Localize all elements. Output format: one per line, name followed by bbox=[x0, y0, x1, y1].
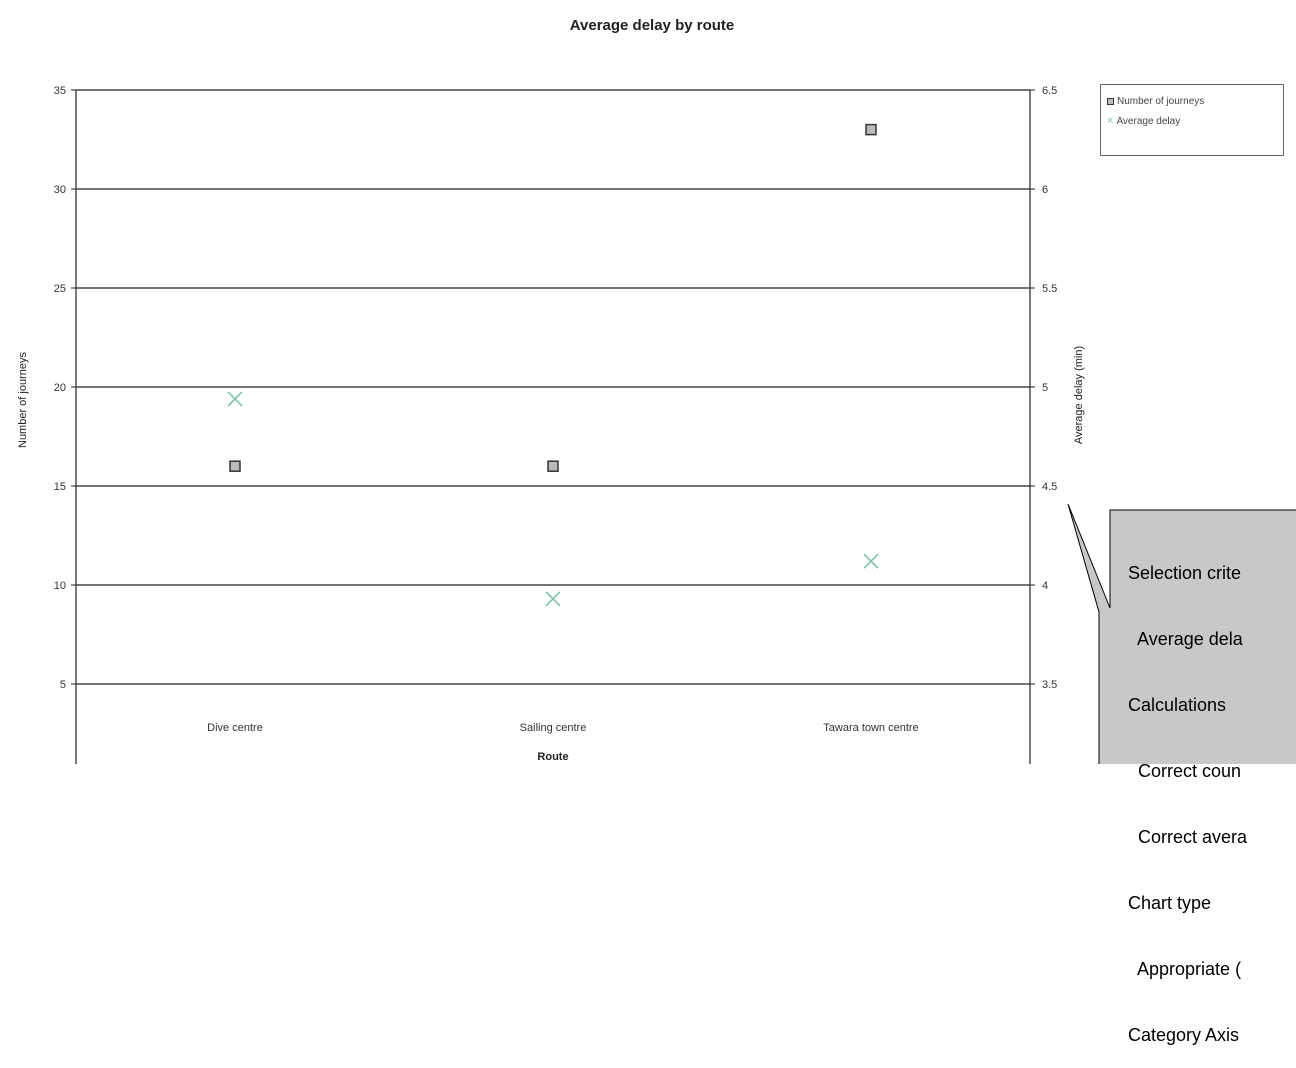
callout-text: Selection crite Average dela Calculation… bbox=[1128, 518, 1247, 1068]
callout-line: Correct coun bbox=[1128, 761, 1242, 781]
left-tick-label: 35 bbox=[54, 85, 66, 97]
left-axis-ticks: 05101520253035 bbox=[54, 85, 76, 691]
delay-point bbox=[863, 553, 879, 569]
callout-line: Average dela bbox=[1128, 629, 1243, 649]
legend: Number of journeys × Average delay bbox=[1100, 84, 1284, 156]
square-marker-icon bbox=[1107, 97, 1114, 105]
chart-title: Average delay by route bbox=[570, 17, 735, 34]
left-tick-label: 20 bbox=[54, 382, 66, 394]
right-tick-label: 6 bbox=[1042, 184, 1048, 196]
left-tick-label: 30 bbox=[54, 184, 66, 196]
x-tick-label: Dive centre bbox=[207, 722, 263, 734]
callout-line: Selection crite bbox=[1128, 563, 1242, 583]
delay-point bbox=[545, 591, 561, 607]
right-tick-label: 6.5 bbox=[1042, 85, 1057, 97]
journeys-point bbox=[547, 460, 559, 472]
chart-area: Average delay by route 05101520253035 33… bbox=[17, 17, 1296, 764]
delay-point-stroke bbox=[545, 591, 561, 607]
left-tick-label: 10 bbox=[54, 580, 66, 592]
callout-line: Chart type bbox=[1128, 893, 1212, 913]
callout-line: Calculations bbox=[1128, 695, 1227, 715]
legend-label: Number of journeys bbox=[1117, 95, 1205, 107]
callout-box bbox=[1067, 503, 1296, 764]
callout-line: Appropriate ( bbox=[1128, 959, 1242, 979]
delay-point-stroke bbox=[227, 391, 243, 407]
right-tick-label: 4 bbox=[1042, 580, 1048, 592]
right-tick-label: 5 bbox=[1042, 382, 1048, 394]
x-axis-label: Route bbox=[537, 751, 568, 763]
right-tick-label: 5.5 bbox=[1042, 283, 1057, 295]
callout-line: Correct avera bbox=[1128, 827, 1248, 847]
right-axis-ticks: 33.544.555.566.5 bbox=[1030, 85, 1057, 691]
x-tick-label: Sailing centre bbox=[520, 722, 587, 734]
right-tick-label: 4.5 bbox=[1042, 481, 1057, 493]
axes bbox=[75, 90, 1031, 764]
delay-point-stroke bbox=[863, 553, 879, 569]
y-axis-right-label: Average delay (min) bbox=[1073, 346, 1085, 444]
data-marks bbox=[227, 123, 879, 607]
y-axis-left-label: Number of journeys bbox=[17, 352, 29, 448]
x-axis-ticks: Dive centre Sailing centre Tawara town cen… bbox=[207, 722, 919, 734]
legend-item-delay: × Average delay bbox=[1107, 111, 1277, 131]
callout-line: Category Axis bbox=[1128, 1025, 1240, 1045]
x-marker-icon: × bbox=[1107, 114, 1114, 127]
x-tick-label: Tawara town centre bbox=[823, 722, 918, 734]
left-tick-label: 15 bbox=[54, 481, 66, 493]
grid-lines bbox=[76, 89, 1030, 685]
journeys-point bbox=[865, 123, 877, 136]
legend-item-journeys: Number of journeys bbox=[1107, 91, 1277, 111]
right-tick-label: 3.5 bbox=[1042, 679, 1057, 691]
legend-label: Average delay bbox=[1116, 115, 1181, 127]
journeys-point bbox=[229, 460, 241, 472]
left-tick-label: 25 bbox=[54, 283, 66, 295]
delay-point bbox=[227, 391, 243, 407]
left-tick-label: 5 bbox=[60, 679, 66, 691]
